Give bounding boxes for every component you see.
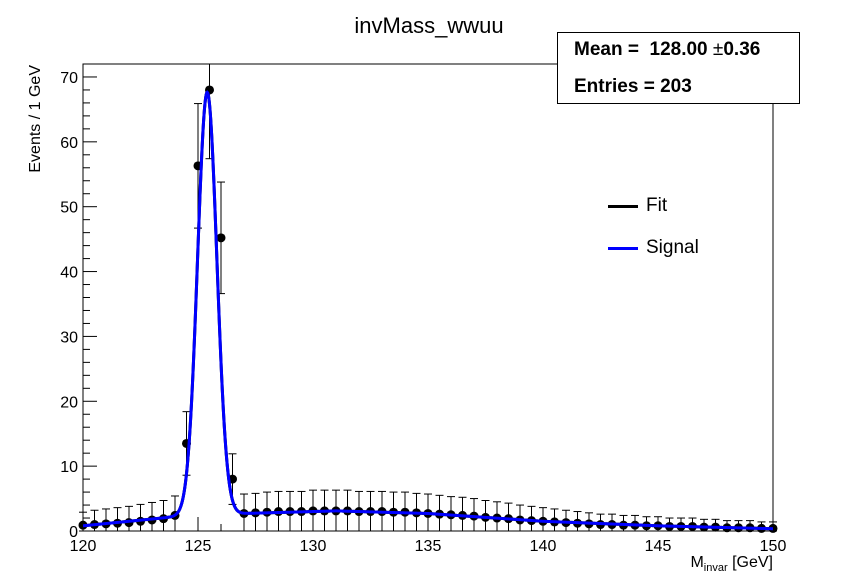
x-tick-label: 150 [760,538,787,555]
x-tick-label: 125 [185,538,212,555]
y-tick-label: 40 [60,265,78,282]
legend-label-signal: Signal [646,237,699,258]
x-axis-label-unit: [GeV] [728,554,773,571]
x-axis: 120 125 130 135 140 145 150 [70,517,787,555]
stats-mean-row: Mean = 128.00 ±0.36 [574,39,760,61]
stats-entries-label: Entries = [574,76,661,97]
legend-label-fit: Fit [646,195,668,216]
y-tick-label: 50 [60,200,78,217]
x-tick-label: 130 [300,538,327,555]
y-tick-label: 0 [69,524,78,541]
y-axis: 0 10 20 30 40 50 60 70 [60,63,97,541]
x-tick-label: 145 [645,538,672,555]
legend-item-fit: Fit [608,194,667,218]
x-axis-label-subscript: invar [704,562,728,571]
y-tick-label: 60 [60,135,78,152]
y-tick-label: 20 [60,394,78,411]
y-tick-label: 70 [60,70,78,87]
y-axis-label: Events / 1 GeV [27,65,44,173]
stats-entries-row: Entries = 203 [574,76,692,98]
data-point [216,233,226,243]
stats-mean-label: Mean = [574,39,645,60]
signal-curve [82,90,774,531]
plus-minus-sign: ± [712,39,724,60]
x-axis-label: Minvar [GeV] [690,554,773,571]
x-axis-label-main: M [690,554,703,571]
stats-box: Mean = 128.00 ±0.36 Entries = 203 [557,32,800,104]
legend-swatch-fit [608,204,638,208]
stats-mean-error: 0.36 [723,39,761,60]
x-tick-label: 135 [415,538,442,555]
stats-mean-value: 128.00 [649,39,708,60]
x-tick-label: 120 [70,538,97,555]
legend-swatch-signal [608,246,638,250]
y-tick-label: 30 [60,329,78,346]
y-tick-label: 10 [60,459,78,476]
stats-entries-value: 203 [660,76,692,97]
chart-title: invMass_wwuu [354,13,503,38]
legend-item-signal: Signal [608,236,699,260]
x-tick-label: 140 [530,538,557,555]
